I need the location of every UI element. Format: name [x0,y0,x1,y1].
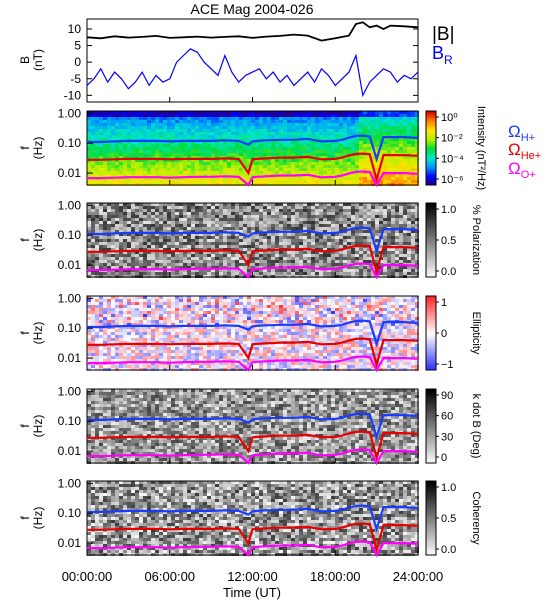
legend-omega-O-plus: ΩO+ [508,159,536,181]
legend-subscript: O+ [521,169,536,181]
colorbar-tick-label: 1.0 [441,204,456,216]
y-axis-label: f(Hz) [18,415,45,438]
y-tick-label: 0.01 [58,166,82,180]
y-tick-label: 0.10 [58,228,82,242]
colorbar-label-text: % Polarization [470,205,482,275]
y-tick-label: 1.00 [58,291,82,305]
colorbar-tick-label: 0.5 [441,235,456,247]
y-axis-label-var: f [18,146,32,150]
x-tick-label: 18:00:00 [310,569,361,584]
y-axis-label: f(Hz) [18,137,45,160]
colorbar-label-text: Coherency [470,491,482,545]
y-axis-label-unit: (Hz) [31,137,45,160]
y-tick-label: 1.00 [58,106,82,120]
y-axis-label-unit: (Hz) [31,229,45,252]
legend-subscript: H+ [521,132,535,144]
y-tick-label: -5 [70,72,81,86]
colorbar: 1.0 0.5 0.0 % Polarization [426,203,482,278]
colorbar: 90 60 30 0 k dot B (Deg) [426,389,482,464]
y-tick-label: 0.01 [58,258,82,272]
intensity-panel: 1.00 0.10 0.01 f(Hz) 10⁰ 10⁻² 10⁻⁴ 10⁻⁶ Intensit… [18,106,541,190]
colorbar-tick-label: 10⁰ [441,112,458,124]
coherency-panel: 1.00 0.10 0.01 f(Hz) 1.0 0.5 0.0 Coherency 00:00… [18,476,482,584]
y-axis-label: f(Hz) [18,507,45,530]
x-tick-label: 00:00:00 [62,569,113,584]
colorbar-tick-label: 0 [441,452,447,464]
colorbar-tick-label: 0 [441,328,447,340]
x-tick-label: 12:00:00 [227,569,278,584]
y-tick-label: 0.10 [58,414,82,428]
y-tick-label: 0.10 [58,506,82,520]
y-axis-label-unit: (Hz) [31,322,45,345]
y-axis-label-var: B [18,56,32,64]
colorbar: 10⁰ 10⁻² 10⁻⁴ 10⁻⁶ Intensity (nT²/Hz) [426,106,487,190]
colorbar-label: Intensity (nT²/Hz) [475,106,487,190]
legend-subscript: He+ [521,150,542,162]
y-tick-label: 0.01 [58,351,82,365]
y-axis-label-var: f [18,424,32,428]
y-tick-label: 0.01 [58,444,82,458]
figure-title: ACE Mag 2004-026 [191,1,314,17]
plot-frame [87,19,418,102]
colorbar-tick-label: 60 [441,411,453,423]
spectrogram-cells [87,296,419,371]
y-axis-label-var: f [18,516,32,520]
colorbar-tick-label: 10⁻² [441,133,463,145]
colorbar-tick-label: 0.5 [441,513,456,525]
y-tick-label: 0.01 [58,536,82,550]
colorbar-tick-label: 10⁻⁶ [441,174,464,186]
legend-B-R-subscript: R [444,53,453,67]
colorbar-tick-label: 1.0 [441,482,456,494]
colorbar: 1 0 −1 Ellipticity [426,296,482,371]
colorbar-label: % Polarization [470,205,482,275]
y-tick-label: 1.00 [58,476,82,490]
y-axis-label-unit: (Hz) [31,507,45,530]
y-tick-label: 10 [68,22,82,36]
spectrogram-cells [87,389,419,464]
y-axis-label: f(Hz) [18,322,45,345]
y-tick-label: 0 [74,55,81,69]
colorbar-label: Coherency [470,491,482,545]
spectrogram-cells [87,481,419,556]
colorbar-tick-label: 0.0 [441,544,456,556]
y-axis-label: f(Hz) [18,229,45,252]
colorbar-tick-label: 10⁻⁴ [441,153,464,165]
polarization-panel: 1.00 0.10 0.01 f(Hz) 1.0 0.5 0.0 % Polarization [18,198,482,278]
y-tick-label: 0.10 [58,321,82,335]
spectrogram-cells [87,203,419,278]
colorbar-label: k dot B (Deg) [470,394,482,459]
colorbar-label-text: Intensity (nT²/Hz) [475,106,487,190]
colorbar-tick-label: 0.0 [441,266,456,278]
colorbar-tick-label: −1 [441,359,454,371]
y-tick-label: 1.00 [58,384,82,398]
colorbar-tick-label: 90 [441,390,453,402]
x-tick-label: 24:00:00 [393,569,444,584]
x-tick-label: 06:00:00 [144,569,195,584]
y-axis-label-var: f [18,331,32,335]
colorbar-label-text: Ellipticity [470,312,482,355]
y-axis-label-unit: (Hz) [31,415,45,438]
time-axis-label: Time (UT) [223,585,281,600]
colorbar-label-text: k dot B (Deg) [470,394,482,459]
legend-B-R: BR [432,43,453,67]
colorbar-tick-label: 1 [441,297,447,309]
y-axis-label-var: f [18,238,32,242]
gyrofrequency-legend: ΩH+ΩHe+ΩO+ [508,122,541,181]
spectrogram-cells [87,111,419,186]
y-tick-label: -10 [64,88,82,102]
y-axis-label-unit: (nT) [31,49,45,71]
ellipticity-panel: 1.00 0.10 0.01 f(Hz) 1 0 −1 Ellipticity [18,291,482,371]
y-tick-label: 5 [74,39,81,53]
y-axis-label: B(nT) [18,49,45,71]
kdotb-panel: 1.00 0.10 0.01 f(Hz) 90 60 30 0 k dot B (Deg) [18,384,482,464]
legend-B-total: |B| [432,24,455,45]
colorbar: 1.0 0.5 0.0 Coherency [426,481,482,556]
colorbar-tick-label: 30 [441,431,453,443]
y-tick-label: 0.10 [58,136,82,150]
y-tick-label: 1.00 [58,198,82,212]
colorbar-label: Ellipticity [470,312,482,355]
